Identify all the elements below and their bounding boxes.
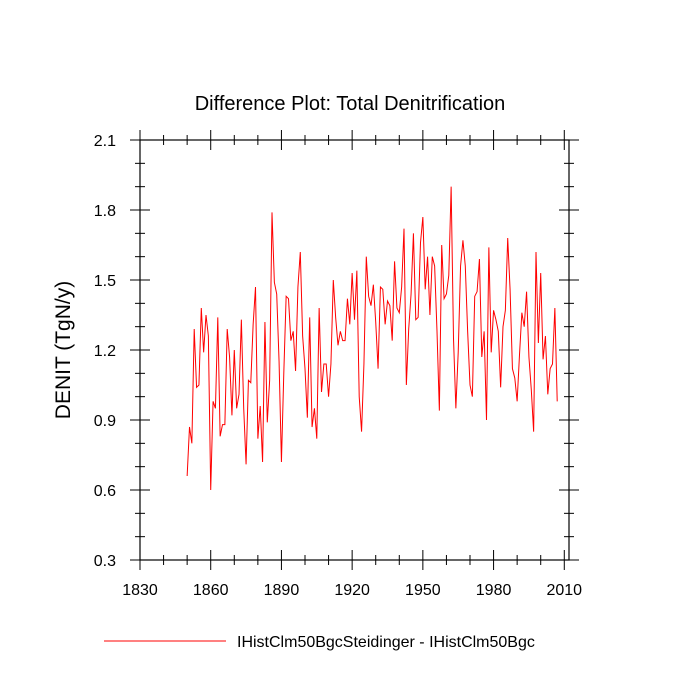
legend-label: IHistClm50BgcSteidinger - IHistClm50Bgc <box>237 634 535 651</box>
legend: IHistClm50BgcSteidinger - IHistClm50Bgc <box>104 634 535 651</box>
axis-ticks <box>130 130 579 570</box>
x-tick-label: 1860 <box>193 582 229 599</box>
x-tick-label: 1950 <box>405 582 441 599</box>
y-tick-label: 2.1 <box>94 133 116 150</box>
series-line <box>186 186 558 491</box>
x-tick-label: 2010 <box>546 582 582 599</box>
y-axis-label: DENIT (TgN/y) <box>52 281 75 419</box>
y-tick-label: 0.9 <box>94 413 116 430</box>
y-tick-label: 0.6 <box>94 483 116 500</box>
y-tick-label: 0.3 <box>94 553 116 570</box>
x-tick-label: 1980 <box>476 582 512 599</box>
chart-title: Difference Plot: Total Denitrification <box>195 93 506 115</box>
x-tick-label: 1890 <box>264 582 300 599</box>
tick-labels: 1830 1860 1890 1920 1950 1980 2010 0.3 0.6 0.9 1.2… <box>94 133 582 599</box>
x-tick-label: 1920 <box>334 582 370 599</box>
y-tick-label: 1.8 <box>94 203 116 220</box>
y-tick-label: 1.2 <box>94 343 116 360</box>
x-tick-label: 1830 <box>122 582 158 599</box>
y-tick-label: 1.5 <box>94 273 116 290</box>
plot-frame <box>139 139 570 561</box>
